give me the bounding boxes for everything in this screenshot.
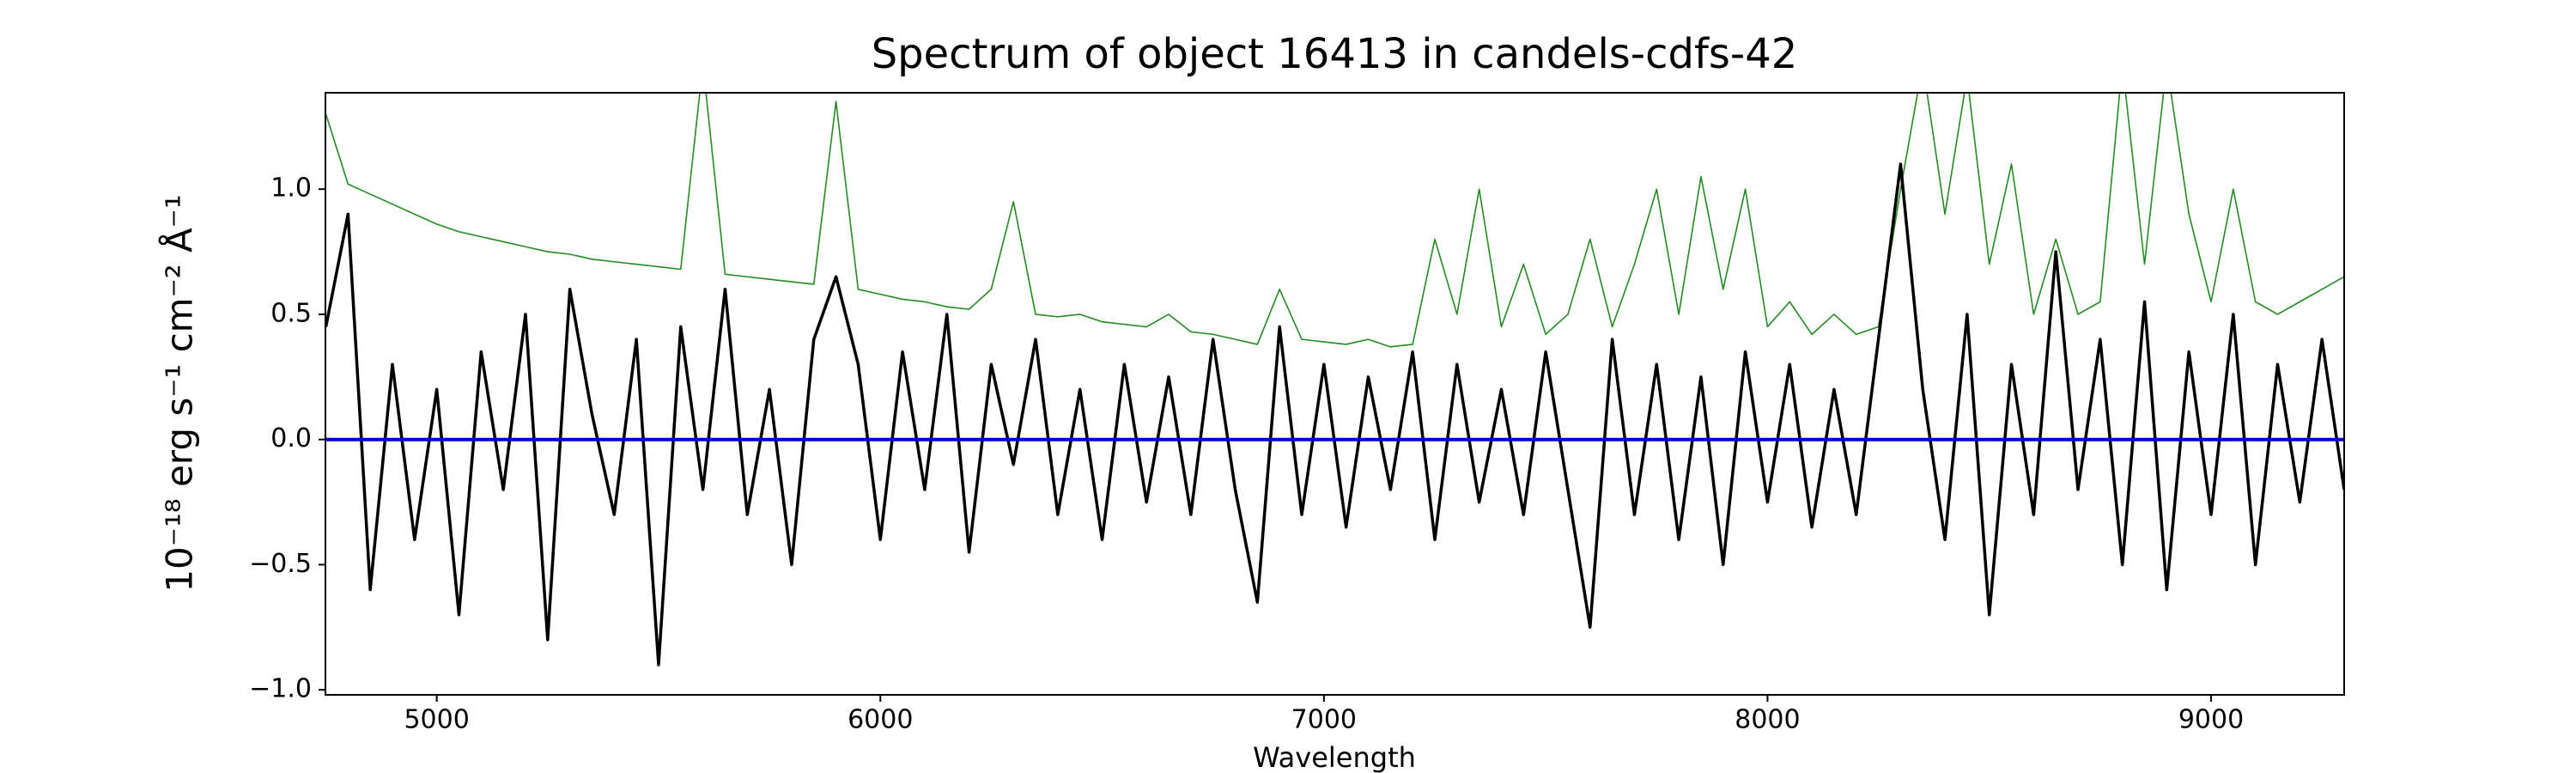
spectrum-line	[325, 162, 2344, 666]
y-tick-label: 0.5	[270, 298, 312, 328]
y-tick-label: 1.0	[270, 173, 312, 204]
x-tick-label: 8000	[1735, 705, 1800, 735]
x-tick-label: 6000	[848, 705, 913, 735]
y-axis-label: 10⁻¹⁸ erg s⁻¹ cm⁻² Å⁻¹	[158, 194, 201, 592]
axes-frame	[325, 92, 2345, 696]
plot-area	[325, 93, 2344, 666]
x-tick-label: 5000	[404, 705, 469, 735]
x-tick-label: 9000	[2178, 705, 2244, 735]
y-tick-label: −0.5	[249, 549, 312, 579]
y-tick-label: −1.0	[249, 674, 312, 704]
y-tick-label: 0.0	[270, 423, 312, 453]
x-axis-label: Wavelength	[1253, 741, 1416, 773]
chart-title: Spectrum of object 16413 in candels-cdfs…	[872, 30, 1798, 78]
x-tick-label: 7000	[1291, 705, 1357, 735]
spectrum-line	[325, 93, 2344, 348]
